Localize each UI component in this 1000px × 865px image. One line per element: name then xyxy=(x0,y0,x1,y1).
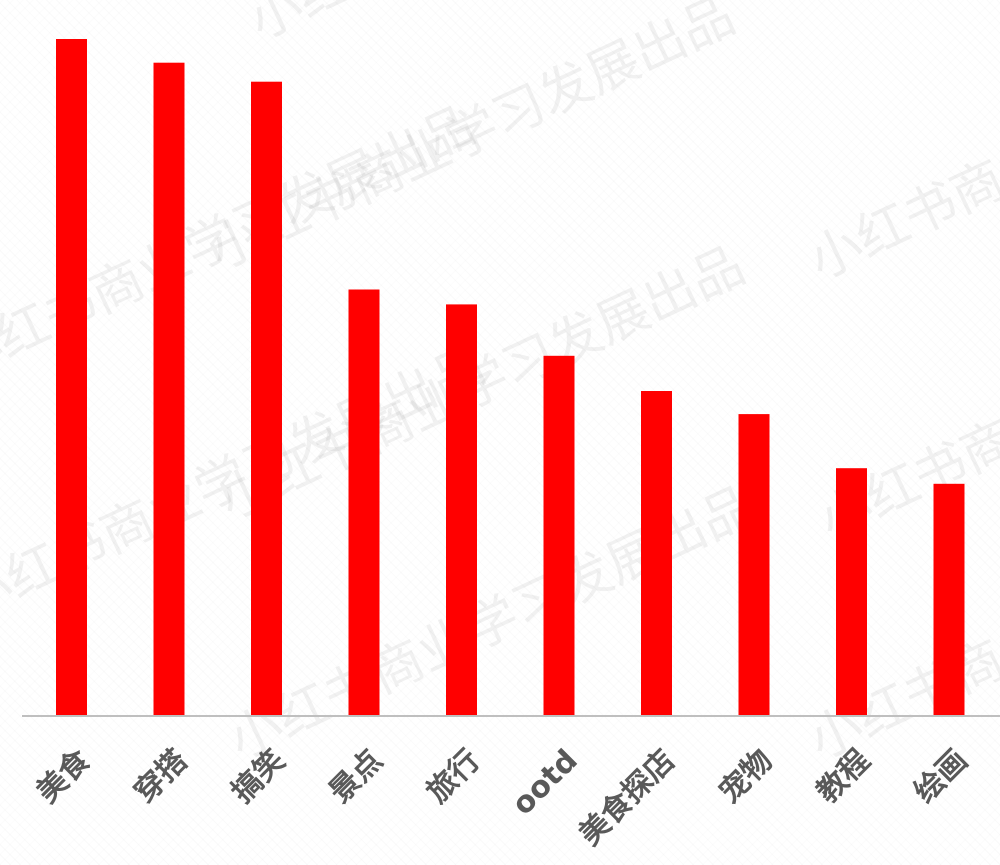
bar xyxy=(153,62,185,716)
x-tick-label: 宠物 xyxy=(712,743,779,810)
watermark-text: 小红书商业学习发展出品 xyxy=(800,0,1000,292)
x-tick-label: 绘画 xyxy=(907,743,974,810)
x-tick-label: 美食探店 xyxy=(573,743,683,853)
bar xyxy=(836,468,867,716)
x-tick-label: 美食 xyxy=(30,742,98,810)
bar xyxy=(933,483,965,716)
x-tick-label: 穿搭 xyxy=(127,743,194,810)
bar xyxy=(641,391,672,716)
x-tick-label: ootd xyxy=(505,743,584,822)
watermark-text: 小红书商业学习发展出品 xyxy=(220,476,764,772)
bar xyxy=(348,289,380,716)
x-tick-label: 旅行 xyxy=(420,743,487,810)
bar xyxy=(543,355,575,716)
x-tick-label: 景点 xyxy=(322,743,389,810)
bars xyxy=(56,39,965,716)
bar xyxy=(56,39,87,716)
bar xyxy=(738,414,770,716)
bar xyxy=(251,81,282,716)
bar xyxy=(446,304,477,716)
